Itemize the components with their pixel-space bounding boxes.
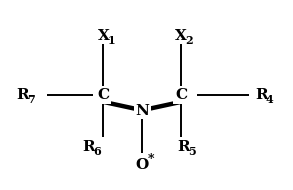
Text: X: X <box>175 29 187 43</box>
Text: 4: 4 <box>266 94 273 105</box>
Text: R: R <box>17 88 29 102</box>
Text: X: X <box>98 29 109 43</box>
Text: 5: 5 <box>188 146 196 157</box>
Text: O: O <box>136 158 149 172</box>
Text: C: C <box>175 88 187 102</box>
Text: R: R <box>255 88 268 102</box>
Text: 2: 2 <box>185 35 193 46</box>
Text: 6: 6 <box>93 146 101 157</box>
Text: R: R <box>83 140 95 154</box>
Text: R: R <box>178 140 190 154</box>
Text: C: C <box>97 88 110 102</box>
Text: N: N <box>135 104 149 118</box>
Text: 7: 7 <box>27 94 35 105</box>
Text: *: * <box>148 153 154 166</box>
Text: 1: 1 <box>108 35 115 46</box>
